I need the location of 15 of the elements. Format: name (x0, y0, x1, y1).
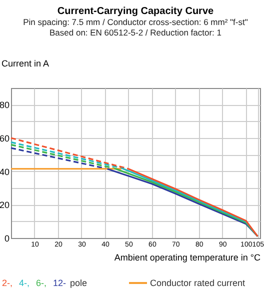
legend-title: pole (70, 278, 88, 288)
text: 12- (53, 278, 66, 288)
y-tick-label: 0 (4, 234, 10, 244)
text: 2-, (2, 278, 13, 288)
text: 4-, (19, 278, 30, 288)
y-tick-label: 80 (0, 100, 10, 110)
y-tick-label: 40 (0, 166, 10, 177)
legend-label: Conductor rated current (150, 278, 246, 288)
y-tick-label: 60 (0, 134, 10, 144)
y-tick-label: 20 (0, 200, 10, 210)
chart-subtitle: Pin spacing: 7.5 mm / Conductor cross-section: 6 mm² "f-st" Based on: EN 60512-5-2 / Reduction factor: 1 (23, 17, 248, 38)
x-axis-title: Ambient operating temperature in °C (114, 252, 261, 262)
chart-title: Current-Carrying Capacity Curve (57, 6, 214, 17)
text: 6-, (36, 278, 47, 288)
y-axis-title: Current in A (2, 58, 50, 68)
